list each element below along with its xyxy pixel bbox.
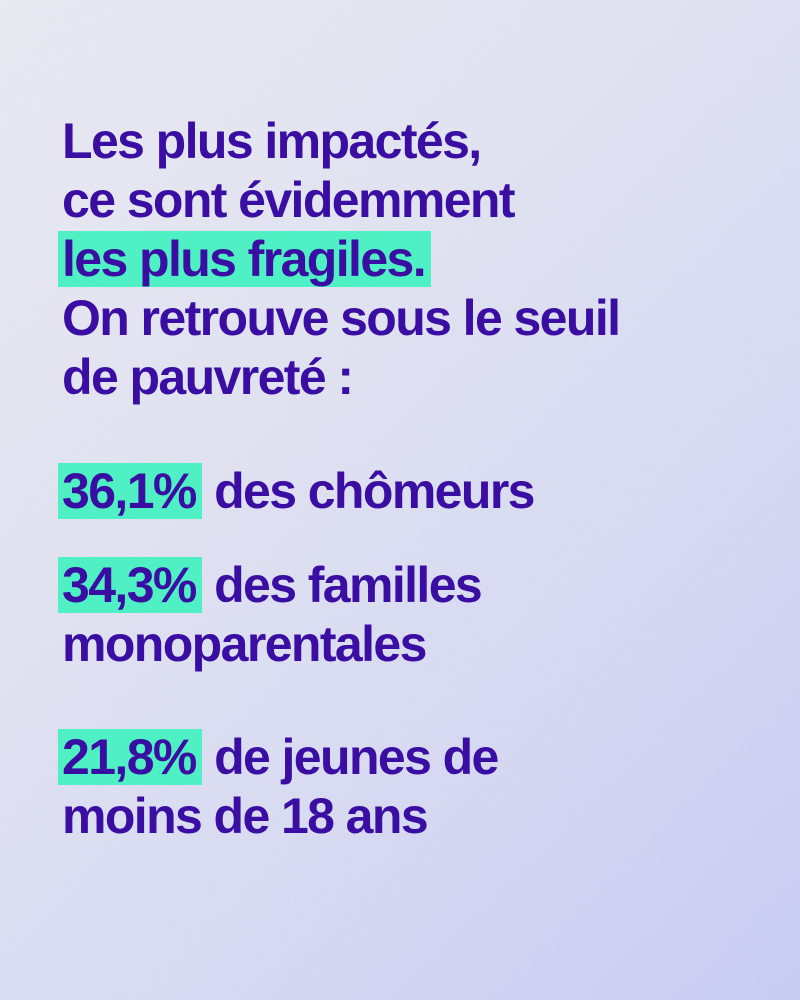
intro-line-5: de pauvreté :	[62, 349, 354, 405]
stat-line: 21,8% de jeunes de	[58, 728, 782, 787]
stat-label: de jeunes de	[201, 729, 499, 785]
stat-value-highlight: 21,8%	[58, 729, 202, 785]
intro-line-2: ce sont évidemment	[62, 172, 516, 228]
stat-line: 34,3% des familles	[58, 556, 782, 615]
intro-line-1: Les plus impactés,	[62, 113, 482, 169]
stat-unemployed: 36,1% des chômeurs	[58, 462, 782, 521]
stat-label-continued: monoparentales	[62, 616, 427, 672]
intro-line-3: les plus fragiles.	[58, 230, 782, 289]
stat-youth-under-18: 21,8% de jeunes de moins de 18 ans	[58, 728, 782, 846]
stat-label: des chômeurs	[201, 463, 535, 519]
main-text: Les plus impactés, ce sont évidemment le…	[58, 112, 782, 846]
stat-single-parent-families: 34,3% des familles monoparentales	[58, 556, 782, 674]
stat-value-highlight: 34,3%	[58, 557, 202, 613]
stat-value-highlight: 36,1%	[58, 463, 202, 519]
highlight-fragiles: les plus fragiles.	[58, 231, 432, 287]
stat-line: 36,1% des chômeurs	[58, 462, 782, 521]
intro-line-4: On retrouve sous le seuil	[62, 290, 621, 346]
stat-label: des familles	[201, 557, 483, 613]
stat-label-continued: moins de 18 ans	[62, 788, 429, 844]
